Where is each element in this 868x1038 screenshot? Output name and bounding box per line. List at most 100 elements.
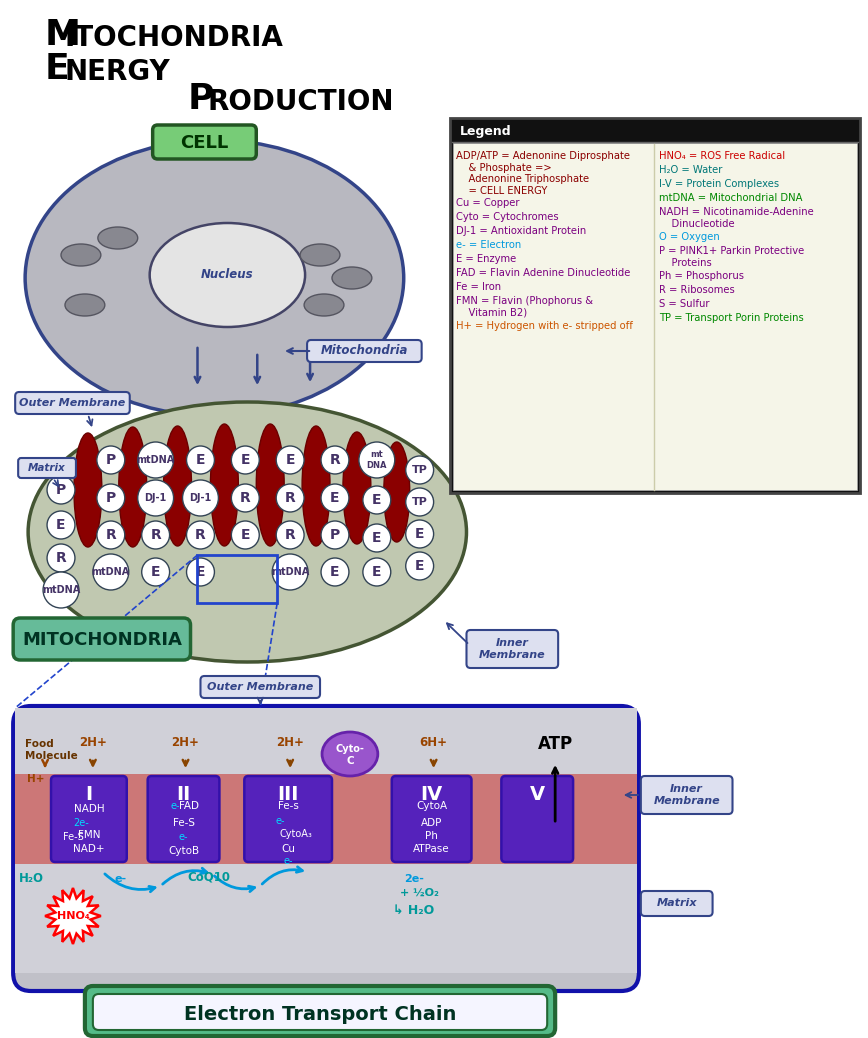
Text: H₂O: H₂O [18, 872, 43, 885]
Text: DJ-1: DJ-1 [189, 493, 212, 503]
Text: III: III [278, 785, 299, 803]
Ellipse shape [141, 558, 169, 586]
Ellipse shape [276, 484, 304, 512]
Text: P = PINK1+ Parkin Protective
    Proteins: P = PINK1+ Parkin Protective Proteins [659, 246, 804, 268]
Ellipse shape [232, 484, 260, 512]
Ellipse shape [187, 521, 214, 549]
Text: E: E [195, 453, 205, 467]
Text: Outer Membrane: Outer Membrane [19, 398, 126, 408]
Ellipse shape [276, 446, 304, 474]
Ellipse shape [405, 520, 434, 548]
Ellipse shape [321, 446, 349, 474]
Text: E: E [45, 52, 69, 86]
Ellipse shape [47, 544, 75, 572]
Ellipse shape [138, 480, 174, 516]
Text: Legend: Legend [459, 126, 511, 138]
Text: Inner
Membrane: Inner Membrane [654, 784, 720, 805]
Text: ↳ H₂O: ↳ H₂O [393, 904, 434, 917]
Text: R: R [240, 491, 251, 506]
Ellipse shape [276, 521, 304, 549]
Bar [15, 864, 637, 973]
Text: E: E [56, 518, 66, 532]
Text: P: P [330, 528, 340, 542]
Ellipse shape [187, 558, 214, 586]
FancyBboxPatch shape [502, 776, 573, 862]
Text: FAD = Flavin Adenine Dinucleotide: FAD = Flavin Adenine Dinucleotide [456, 268, 630, 278]
Ellipse shape [119, 427, 147, 547]
Ellipse shape [43, 572, 79, 608]
Ellipse shape [61, 244, 101, 266]
FancyBboxPatch shape [244, 776, 332, 862]
Text: P: P [56, 483, 66, 497]
Text: ITOCHONDRIA: ITOCHONDRIA [65, 24, 284, 52]
Text: DJ-1 = Antioxidant Protein: DJ-1 = Antioxidant Protein [456, 226, 586, 236]
Ellipse shape [302, 426, 330, 546]
FancyBboxPatch shape [85, 986, 556, 1036]
Text: Cu = Copper: Cu = Copper [456, 198, 519, 208]
Ellipse shape [321, 558, 349, 586]
Text: Cu: Cu [281, 844, 295, 854]
Ellipse shape [97, 446, 125, 474]
Text: IV: IV [420, 785, 443, 803]
Text: ATP: ATP [537, 735, 573, 753]
Text: P: P [187, 82, 214, 116]
Text: RODUCTION: RODUCTION [207, 88, 394, 116]
Text: TP: TP [411, 497, 428, 507]
Ellipse shape [97, 521, 125, 549]
Text: FMN = Flavin (Phophorus &
    Vitamin B2): FMN = Flavin (Phophorus & Vitamin B2) [456, 296, 593, 318]
Text: E: E [372, 565, 382, 579]
Text: Fe-S: Fe-S [63, 832, 84, 842]
Text: Fe-s: Fe-s [278, 801, 299, 811]
Text: R: R [330, 453, 340, 467]
Text: 2H+: 2H+ [79, 736, 107, 749]
Text: Cyto-: Cyto- [336, 744, 365, 754]
Ellipse shape [321, 521, 349, 549]
Ellipse shape [363, 524, 391, 552]
Text: mt
DNA: mt DNA [366, 450, 387, 470]
Ellipse shape [65, 294, 105, 316]
Text: H+: H+ [27, 774, 44, 784]
Text: ADP: ADP [421, 818, 443, 828]
Text: + ½O₂: + ½O₂ [400, 887, 439, 898]
Ellipse shape [321, 484, 349, 512]
Text: Nucleus: Nucleus [201, 269, 253, 281]
Ellipse shape [322, 732, 378, 776]
Ellipse shape [358, 442, 395, 479]
Text: NAD+: NAD+ [73, 844, 105, 854]
Text: HNO₄ = ROS Free Radical: HNO₄ = ROS Free Radical [659, 151, 785, 161]
Text: mtDNA: mtDNA [271, 567, 309, 577]
Text: Food
Molecule: Food Molecule [25, 739, 78, 761]
Ellipse shape [232, 521, 260, 549]
FancyBboxPatch shape [201, 676, 320, 698]
FancyBboxPatch shape [307, 340, 422, 362]
Text: e-: e- [284, 856, 293, 866]
Ellipse shape [304, 294, 344, 316]
FancyBboxPatch shape [93, 994, 547, 1030]
Text: H+ = Hydrogen with e- stripped off: H+ = Hydrogen with e- stripped off [456, 321, 633, 331]
Text: E: E [151, 565, 161, 579]
Text: E: E [286, 453, 295, 467]
Text: NERGY: NERGY [65, 58, 171, 86]
Text: C: C [346, 756, 354, 766]
Text: H₂O = Water: H₂O = Water [659, 165, 722, 175]
Text: I: I [85, 785, 93, 803]
Text: Cyto = Cytochromes: Cyto = Cytochromes [456, 212, 558, 222]
Text: ATPase: ATPase [413, 844, 450, 854]
Text: R: R [105, 528, 116, 542]
Text: CytoB: CytoB [168, 846, 199, 856]
Ellipse shape [210, 424, 239, 546]
Text: V: V [529, 785, 545, 803]
Text: HNO₄: HNO₄ [56, 911, 89, 921]
FancyBboxPatch shape [13, 618, 190, 660]
Ellipse shape [149, 223, 305, 327]
Text: CELL: CELL [181, 134, 228, 152]
FancyBboxPatch shape [153, 125, 256, 159]
Text: R: R [150, 528, 161, 542]
Text: 6H+: 6H+ [419, 736, 448, 749]
FancyBboxPatch shape [641, 891, 713, 916]
Ellipse shape [405, 456, 434, 484]
Text: Ph = Phosphorus: Ph = Phosphorus [659, 271, 744, 281]
Text: R = Ribosomes: R = Ribosomes [659, 285, 734, 295]
Ellipse shape [141, 521, 169, 549]
Text: R: R [195, 528, 206, 542]
